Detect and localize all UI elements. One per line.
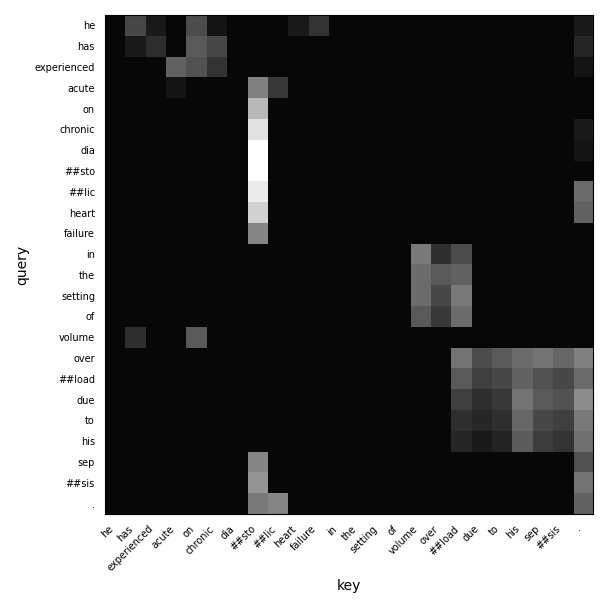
X-axis label: key: key <box>337 579 361 593</box>
Y-axis label: query: query <box>15 244 29 285</box>
